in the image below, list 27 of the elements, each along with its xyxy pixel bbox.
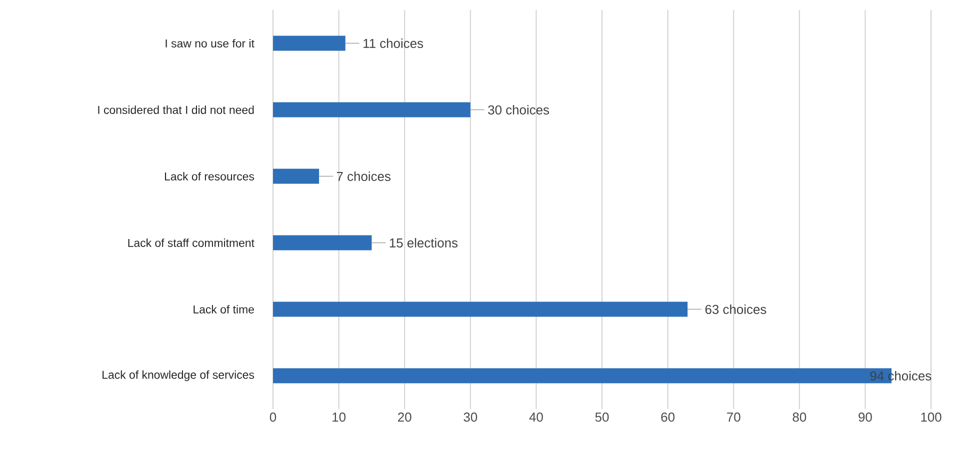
x-tick-label: 0 bbox=[270, 412, 276, 422]
bar bbox=[273, 36, 346, 51]
bar bbox=[273, 168, 320, 184]
y-tick-label: Lack of staff commitment bbox=[128, 238, 254, 247]
y-tick-label: I considered that I did not need bbox=[98, 106, 254, 114]
y-tick-label: Lack of knowledge of services bbox=[102, 370, 254, 382]
data-label: 11 choices bbox=[364, 38, 424, 48]
data-label: 30 choices bbox=[488, 104, 550, 115]
y-tick-label: Lack of time bbox=[194, 305, 254, 314]
x-tick-label: 50 bbox=[595, 412, 609, 422]
x-tick-label: 80 bbox=[792, 412, 806, 422]
y-tick-label: Lack of resources bbox=[164, 172, 254, 180]
x-tick-label: 100 bbox=[921, 412, 942, 422]
data-label: 15 elections bbox=[390, 238, 458, 248]
bar bbox=[273, 235, 372, 250]
data-label: 63 choices bbox=[705, 304, 766, 314]
x-tick-label: 20 bbox=[398, 412, 412, 422]
x-tick-label: 90 bbox=[858, 412, 872, 422]
x-tick-label: 40 bbox=[529, 412, 543, 422]
x-tick-label: 70 bbox=[727, 412, 740, 422]
x-tick-label: 30 bbox=[464, 412, 478, 422]
x-tick-label: 60 bbox=[661, 412, 675, 422]
bar bbox=[273, 302, 688, 317]
bar bbox=[273, 102, 470, 118]
y-tick-label: I saw no use for it bbox=[166, 39, 254, 48]
x-tick-label: 10 bbox=[332, 412, 346, 422]
data-label: 7 choices bbox=[336, 171, 390, 182]
